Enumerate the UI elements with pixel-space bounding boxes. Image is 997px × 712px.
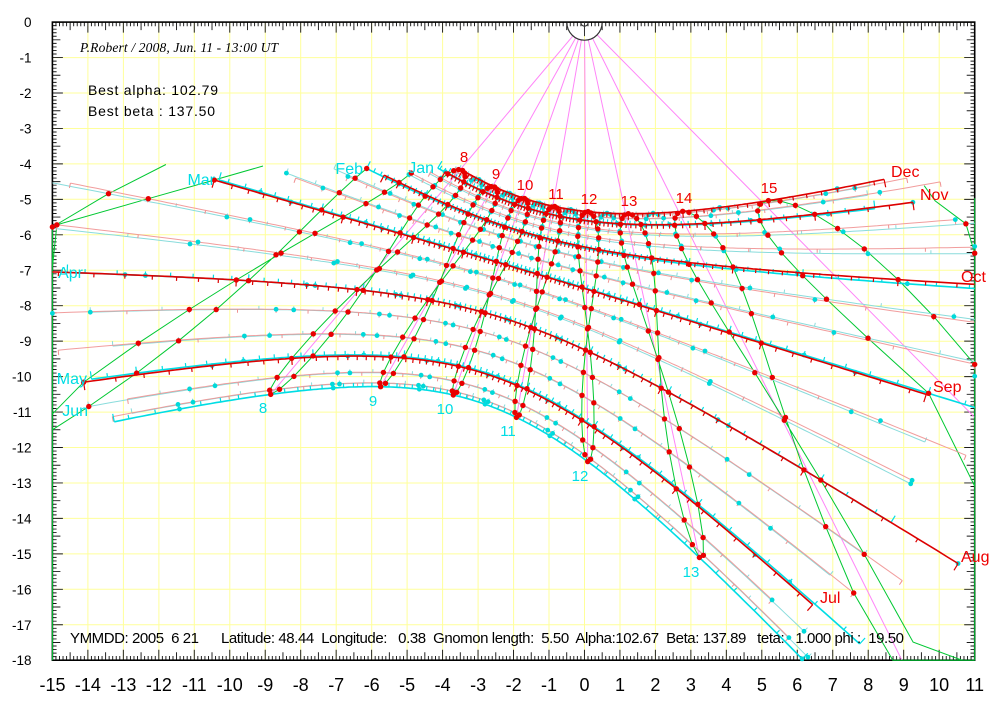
svg-text:Jul: Jul xyxy=(820,590,840,607)
svg-text:10: 10 xyxy=(929,675,949,695)
svg-text:YMMDD: 2005 6 21 Latitud: YMMDD: 2005 6 21 Latitude: 48.44 Longitu… xyxy=(70,630,904,647)
svg-text:8: 8 xyxy=(259,400,267,417)
svg-text:8: 8 xyxy=(863,675,873,695)
svg-text:-1: -1 xyxy=(541,675,557,695)
svg-text:-5: -5 xyxy=(399,675,415,695)
svg-text:14: 14 xyxy=(676,190,693,207)
svg-text:15: 15 xyxy=(761,180,778,197)
svg-text:-8: -8 xyxy=(19,299,31,314)
svg-text:12: 12 xyxy=(572,468,589,485)
svg-text:11: 11 xyxy=(548,186,564,203)
svg-text:-13: -13 xyxy=(12,476,32,491)
svg-text:-1: -1 xyxy=(19,51,31,66)
svg-text:Jan: Jan xyxy=(408,160,434,177)
svg-text:-3: -3 xyxy=(19,122,31,137)
svg-text:Sep: Sep xyxy=(933,379,962,396)
svg-text:-10: -10 xyxy=(12,370,32,385)
svg-text:-2: -2 xyxy=(506,675,522,695)
svg-text:-11: -11 xyxy=(13,405,32,420)
svg-text:-7: -7 xyxy=(19,263,31,278)
svg-text:-8: -8 xyxy=(293,675,309,695)
svg-text:-13: -13 xyxy=(110,675,136,695)
svg-text:-4: -4 xyxy=(19,157,31,172)
svg-text:5: 5 xyxy=(757,675,767,695)
svg-text:-15: -15 xyxy=(12,547,32,562)
svg-text:-4: -4 xyxy=(435,675,451,695)
svg-text:-11: -11 xyxy=(182,675,207,695)
svg-text:Best alpha: 102.79: Best alpha: 102.79 xyxy=(88,82,218,98)
svg-text:-5: -5 xyxy=(19,192,31,207)
svg-text:13: 13 xyxy=(621,193,638,210)
svg-text:P.Robert / 2008, Jun. 11 - 13:: P.Robert / 2008, Jun. 11 - 13:00 UT xyxy=(79,40,279,55)
svg-text:-6: -6 xyxy=(19,228,31,243)
svg-text:13: 13 xyxy=(683,564,700,581)
svg-text:Apr: Apr xyxy=(58,265,84,282)
svg-text:11: 11 xyxy=(965,675,984,695)
svg-text:9: 9 xyxy=(899,675,909,695)
svg-text:-18: -18 xyxy=(12,653,32,668)
svg-text:Jun: Jun xyxy=(62,403,88,420)
svg-text:2: 2 xyxy=(650,675,660,695)
svg-text:-3: -3 xyxy=(470,675,486,695)
svg-text:7: 7 xyxy=(828,675,838,695)
svg-text:8: 8 xyxy=(460,149,468,166)
svg-text:0: 0 xyxy=(579,675,589,695)
svg-text:12: 12 xyxy=(581,191,598,208)
svg-text:Oct: Oct xyxy=(961,269,986,286)
svg-text:0: 0 xyxy=(24,15,32,30)
svg-text:May: May xyxy=(57,371,87,388)
svg-text:Dec: Dec xyxy=(891,164,919,181)
svg-text:-12: -12 xyxy=(146,675,172,695)
svg-text:-9: -9 xyxy=(19,334,31,349)
svg-text:6: 6 xyxy=(792,675,802,695)
svg-text:-16: -16 xyxy=(12,582,32,597)
svg-text:Best beta : 137.50: Best beta : 137.50 xyxy=(88,103,215,119)
svg-text:-9: -9 xyxy=(257,675,273,695)
svg-text:Feb: Feb xyxy=(335,161,363,178)
svg-text:-17: -17 xyxy=(12,618,32,633)
svg-text:Aug: Aug xyxy=(961,549,989,566)
svg-text:Nov: Nov xyxy=(920,187,948,204)
svg-text:10: 10 xyxy=(517,177,534,194)
svg-text:1: 1 xyxy=(615,675,625,695)
svg-text:-6: -6 xyxy=(364,675,380,695)
svg-text:9: 9 xyxy=(369,393,377,410)
svg-text:-2: -2 xyxy=(19,86,31,101)
svg-text:-10: -10 xyxy=(217,675,243,695)
svg-text:-14: -14 xyxy=(12,511,32,526)
svg-text:10: 10 xyxy=(437,401,454,418)
svg-text:3: 3 xyxy=(686,675,696,695)
svg-text:-14: -14 xyxy=(75,675,101,695)
svg-text:9: 9 xyxy=(492,166,500,183)
svg-text:Mar: Mar xyxy=(187,172,215,189)
svg-text:11: 11 xyxy=(500,423,516,440)
svg-text:-7: -7 xyxy=(328,675,344,695)
svg-text:4: 4 xyxy=(721,675,731,695)
svg-text:-15: -15 xyxy=(39,675,65,695)
svg-text:-12: -12 xyxy=(12,441,32,456)
